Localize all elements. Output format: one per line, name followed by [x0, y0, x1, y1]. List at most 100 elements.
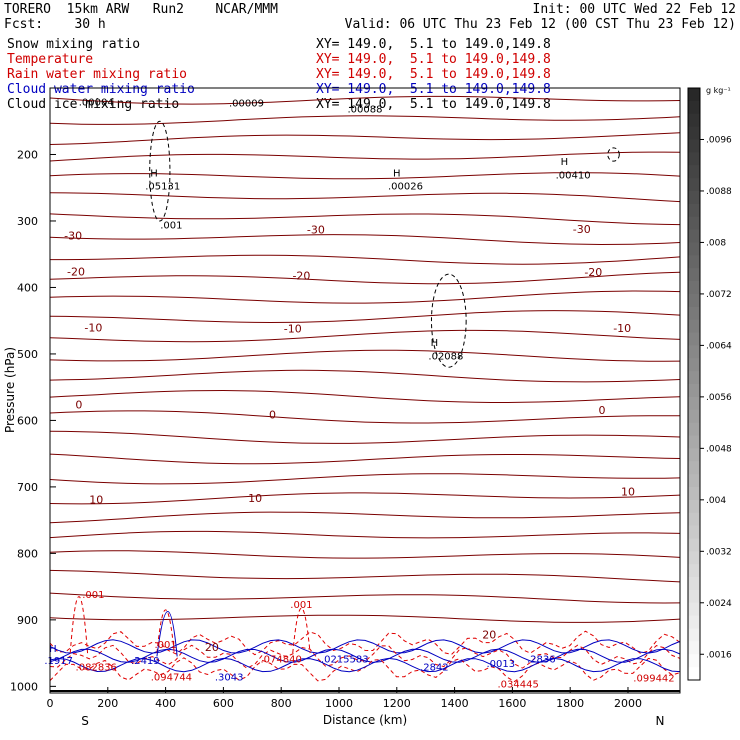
isotherm-line	[49, 132, 681, 145]
maximum-label: .099442	[633, 674, 674, 685]
colorbar-tick-label: .004	[706, 496, 726, 506]
maximum-label: .00004	[79, 97, 114, 108]
init-time: Init: 00 UTC Wed 22 Feb 12	[532, 2, 737, 17]
isotherm-line	[50, 254, 681, 265]
y-tick-label: 200	[17, 148, 38, 161]
temperature-label: -30	[307, 224, 325, 237]
colorbar-swatch	[688, 203, 700, 218]
temperature-label: -30	[573, 223, 591, 236]
maximum-label: .2419	[131, 656, 160, 667]
colorbar-swatch	[688, 268, 700, 282]
colorbar-tick-label: .0064	[706, 341, 732, 351]
rain-contour	[49, 630, 681, 656]
x-tick-label: 800	[271, 697, 292, 710]
colorbar-swatch	[688, 293, 700, 308]
field-name-rain: Rain water mixing ratio	[7, 67, 188, 82]
colorbar-swatch	[688, 486, 700, 501]
colorbar-tick-label: .0032	[706, 547, 732, 557]
maximum-label: .00009	[229, 99, 264, 110]
colorbar-swatch	[688, 306, 700, 321]
field-name-cloud-water: Cloud water mixing ratio	[7, 82, 195, 97]
rain-spike-contour	[156, 609, 175, 654]
colorbar-swatch	[688, 499, 700, 514]
colorbar-swatch	[688, 216, 700, 231]
maximum-label: .034445	[497, 680, 538, 691]
colorbar-swatch	[688, 615, 700, 630]
isotherm-line	[49, 234, 681, 246]
colorbar-swatch	[688, 255, 700, 269]
temperature-label: -10	[284, 323, 302, 336]
colorbar: .0096 .0088 .008 .0072 .0064 .0056 .0048 .004 .0…	[687, 87, 732, 681]
direction-south: S	[81, 714, 89, 728]
colorbar-swatch	[688, 525, 700, 539]
colorbar-unit: g kg⁻¹	[706, 86, 731, 95]
colorbar-tick-label: .0056	[706, 393, 732, 403]
colorbar-swatch	[688, 396, 700, 411]
field-xy-rain: XY= 149.0, 5.1 to 149.0,149.8	[316, 67, 551, 82]
cloud-water-contour	[49, 648, 681, 663]
maximum-label: H	[393, 168, 401, 179]
cloud-water-contour	[49, 657, 681, 673]
isotherm-line	[49, 569, 681, 583]
colorbar-swatch	[688, 589, 700, 604]
colorbar-swatch	[688, 422, 700, 436]
isotherm-line	[49, 492, 681, 505]
isotherm-line	[49, 290, 681, 304]
colorbar-swatch	[688, 190, 700, 205]
label-layer: -30 -30 -30 -20 -20 -20 -10 -10 -10 0 0 0 10 10 10 20 20…	[44, 97, 674, 690]
isotherm-line	[49, 192, 681, 203]
temperature-label: 20	[205, 641, 219, 654]
isotherm-line	[49, 614, 681, 623]
axes-layer: 0 200 400 600 800 1000 1200 1400 1600 1800 2000200…	[10, 148, 642, 710]
colorbar-swatch	[688, 242, 700, 256]
maximum-label: H	[49, 644, 57, 655]
x-axis-title: Distance (km)	[323, 713, 407, 727]
colorbar-tick-label: .0088	[706, 187, 732, 197]
x-tick-label: 400	[155, 697, 176, 710]
snow-contour	[149, 120, 171, 222]
colorbar-swatch	[688, 281, 700, 295]
colorbar-swatch	[688, 178, 700, 192]
maximum-label: .001	[160, 220, 182, 231]
valid-time: Valid: 06 UTC Thu 23 Feb 12 (00 CST Thu …	[344, 17, 736, 32]
colorbar-swatch	[688, 126, 700, 140]
plot-frame	[49, 87, 681, 694]
maximum-label: .074840	[261, 654, 302, 665]
isotherm-line	[49, 530, 681, 539]
x-tick-label: 200	[97, 697, 118, 710]
colorbar-swatch	[688, 319, 700, 334]
temperature-label: 0	[75, 398, 82, 411]
forecast-hour: Fcst: 30 h	[4, 17, 106, 32]
isotherm-line	[49, 151, 681, 162]
colorbar-tick-label: .0016	[706, 650, 732, 660]
maximum-label: .1917	[44, 656, 73, 667]
contour-layer	[49, 95, 681, 692]
temperature-label: 20	[482, 628, 496, 641]
temperature-label: 0	[598, 404, 605, 417]
colorbar-swatch	[688, 165, 700, 179]
snow-contour	[430, 273, 467, 368]
x-tick-label: 1400	[441, 697, 469, 710]
isotherm-line	[49, 453, 681, 465]
isotherm-line	[49, 389, 681, 403]
isotherm-line	[49, 172, 681, 180]
temperature-label: -20	[67, 265, 85, 278]
y-tick-label: 500	[17, 348, 38, 361]
x-tick-label: 0	[47, 697, 54, 710]
field-xy-snow: XY= 149.0, 5.1 to 149.0,149.8	[316, 37, 551, 52]
rain-spike-contour	[292, 607, 311, 654]
x-tick-label: 1800	[556, 697, 584, 710]
isotherm-line	[49, 592, 681, 604]
y-tick-label: 400	[17, 281, 38, 294]
colorbar-tick-label: .0048	[706, 444, 732, 454]
colorbar-swatch	[688, 229, 700, 243]
cloud-water-spike	[156, 611, 178, 657]
x-tick-label: 1000	[325, 697, 353, 710]
maximum-label: .00026	[388, 182, 423, 193]
rain-contour	[49, 644, 681, 669]
maximum-label: .001	[82, 590, 104, 601]
colorbar-tick-label: .008	[706, 238, 726, 248]
colorbar-swatch	[688, 448, 700, 462]
maximum-label: .00410	[556, 170, 591, 181]
y-tick-label: 800	[17, 547, 38, 560]
